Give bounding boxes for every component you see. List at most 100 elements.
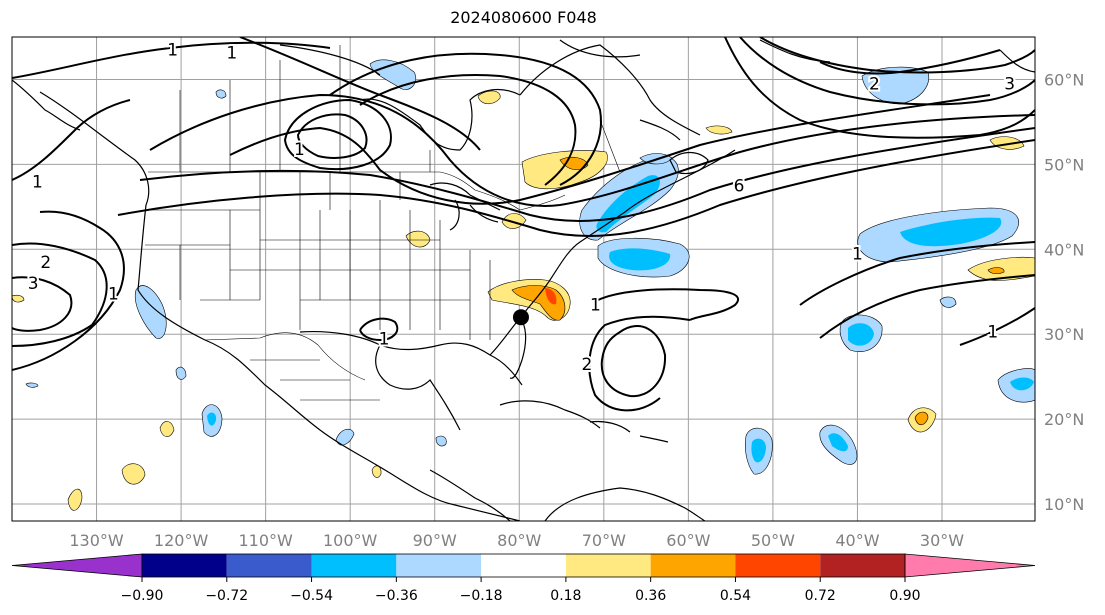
lat-tick-label: 40°N [1044,240,1084,259]
hispaniola-coastline [589,420,669,443]
contour-1-atlantic-outer [588,315,691,412]
negative-anomaly-gulf-mexico [335,428,355,446]
lat-tick-label: 20°N [1044,410,1084,429]
latitude-tick-labels: 60°N 50°N 40°N 30°N 20°N 10°N [1044,70,1084,514]
contour-lines [12,37,1035,412]
lon-tick-label: 90°W [413,531,457,550]
greenland-contours-2 [739,37,1035,106]
lon-tick-label: 60°W [666,531,710,550]
colorbar-segment [311,554,397,577]
negative-anomaly-alaska [215,89,227,99]
negative-anomaly-tropical-1-core [751,438,766,463]
contour-value-label: 1 [987,323,998,343]
colorbar-frame [141,553,906,578]
colorbar-tick-label: 0.18 [550,588,581,604]
contour-1-west-outer [12,99,131,181]
south-america-coastline [544,487,706,521]
positive-anomaly-carolinas-peak [545,288,557,305]
longitude-tick-labels: 130°W 120°W 110°W 100°W 90°W 80°W 70°W 60°W 50°W… [69,531,964,550]
colorbar-segment [735,554,821,577]
greenland-contours-3 [759,37,1035,74]
west-coast-coastline [39,91,521,521]
contour-value-label: 1 [852,245,863,265]
contour-1-west-big [12,210,125,371]
negative-anomaly-hudson-bay [369,59,417,90]
positive-anomaly-quebec [521,150,608,190]
lon-tick-label: 130°W [69,531,124,550]
colorbar-tick-label: −0.72 [205,588,248,604]
contour-value-label: 2 [40,253,51,273]
hudson-bay-coastline [359,88,521,151]
negative-anomaly-greenland [861,66,930,105]
positive-anomaly-baja [121,463,146,485]
contour-3-west-loop [12,276,73,332]
map-title: 2024080600 F048 [450,8,597,27]
contour-value-label: 1 [32,172,43,192]
contour-value-label: 1 [379,329,390,349]
lon-tick-label: 120°W [154,531,209,550]
contour-value-label: 1 [108,284,119,304]
colorbar-segment [820,554,905,577]
state-lines [145,172,491,340]
colorbar-extend-low [11,553,143,578]
negative-anomaly-pacific-mexico-core [207,412,217,426]
jet-band-3 [149,93,1035,207]
contour-2-atlantic-loop [600,325,667,398]
negative-anomaly-caribbean [435,435,447,447]
positive-anomaly-mexico [159,421,175,437]
contour-1-east-atlantic-3 [959,307,1035,346]
colorbar-tick-label: −0.18 [460,588,503,604]
east-coast-coastline [519,149,736,319]
lat-tick-label: 60°N [1044,70,1084,89]
lon-tick-label: 50°W [751,531,795,550]
negative-anomaly-pacific-edge [25,382,39,388]
marker-layer [512,309,529,326]
lon-tick-label: 30°W [920,531,964,550]
colorbar-tick-label: 0.54 [720,588,751,604]
alaska-coastline [12,79,81,131]
colorbar-segment [226,554,312,577]
lon-tick-label: 70°W [582,531,626,550]
positive-anomaly-hudson [477,90,501,105]
lat-tick-label: 50°N [1044,155,1084,174]
colorbar-segment [481,554,566,577]
negative-anomaly-atl-small [939,296,957,308]
north-arc-1 [329,52,602,186]
contour-1-east-atlantic-2 [819,274,1035,339]
colorbar: −0.90 −0.72 −0.54 −0.36 −0.18 0.18 0.36 0.54 0.7… [11,553,1036,604]
florida-coastline [489,317,527,379]
colorbar-tick-label: −0.90 [121,588,164,604]
positive-anomaly-mid-atl-core [914,411,929,426]
lon-tick-label: 100°W [323,531,378,550]
colorbar-tick-label: 0.72 [805,588,836,604]
jet-band-4 [229,94,991,205]
contour-1-atlantic [597,288,739,321]
jet-band-2 [139,127,1035,222]
colorbar-tick-label: −0.36 [375,588,418,604]
colorbar-extend-high [904,553,1036,578]
map-frame [11,36,1036,522]
contour-value-label: 1 [294,140,305,160]
positive-anomaly-east-atl-core [987,267,1005,275]
negative-anomaly-central-atl-core [848,323,874,346]
contour-value-label: 1 [226,43,237,63]
newfoundland-coastline [669,151,709,175]
positive-anomaly-yucatan [371,465,382,478]
contour-1-gulf-loop [359,317,399,342]
negative-anomaly-tropical-2-core [828,433,848,452]
negative-anomaly-mexico-north [175,366,187,380]
upper-low-ring-1 [283,98,392,171]
contour-value-label: 3 [1004,75,1015,95]
gulf-coast-coastline [299,331,523,386]
contour-2-west-loop [12,242,108,347]
political-borders [145,45,621,401]
jet-band-1 [117,139,1035,237]
lon-tick-label: 110°W [238,531,293,550]
contour-value-label: 6 [734,177,745,197]
map-background [12,37,1035,521]
positive-anomaly-pacific-south [67,488,83,511]
contour-value-label: 3 [28,274,39,294]
negative-anomaly-north-atl-core [900,217,1002,247]
negative-anomaly-offshore-core [609,248,671,271]
